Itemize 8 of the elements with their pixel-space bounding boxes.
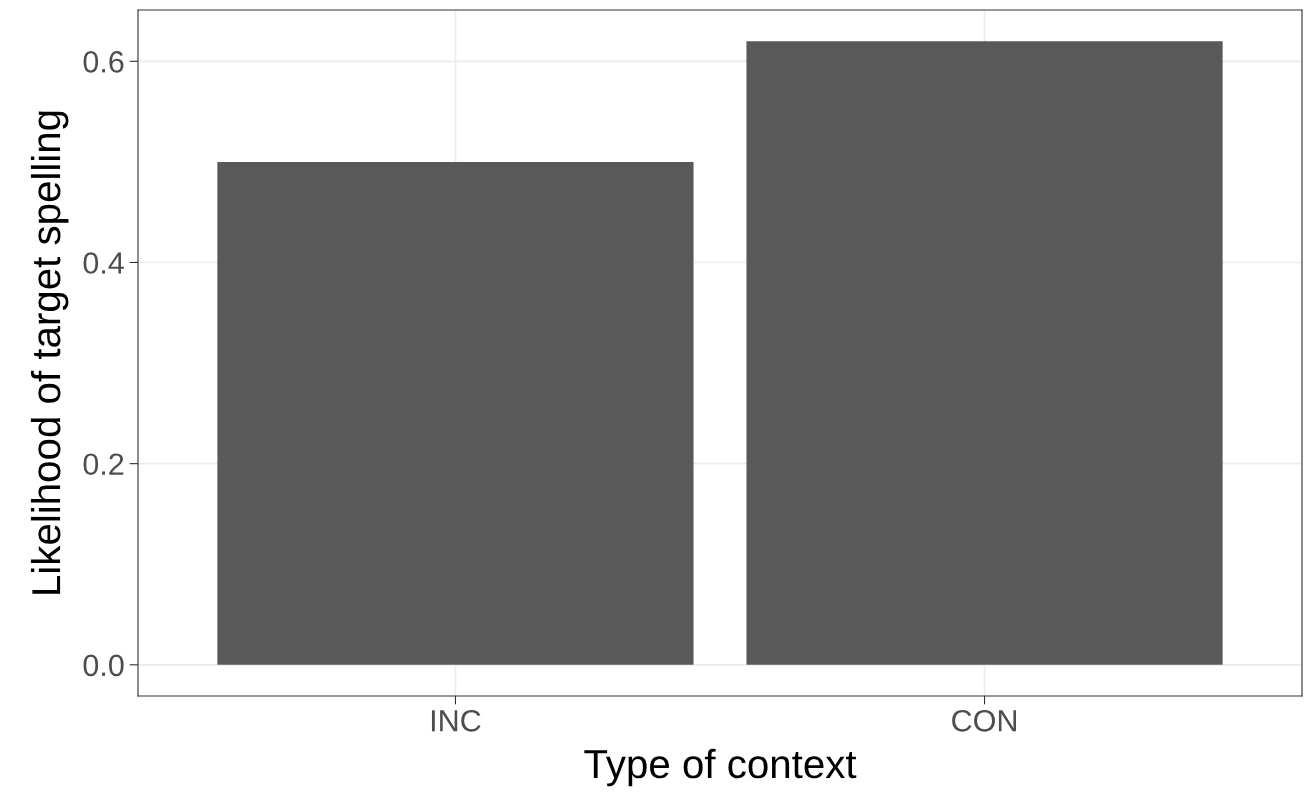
y-tick-label: 0.4 — [83, 252, 124, 274]
y-axis-title: Likelihood of target spelling — [30, 111, 69, 594]
y-tick-label: 0.6 — [83, 51, 124, 73]
y-tick-label: 0.0 — [83, 654, 124, 677]
x-tick-label: CON — [952, 710, 1016, 732]
x-tick-label: INC — [431, 710, 481, 732]
y-tick-label: 0.2 — [83, 453, 124, 476]
x-axis-title: Type of context — [584, 748, 857, 787]
